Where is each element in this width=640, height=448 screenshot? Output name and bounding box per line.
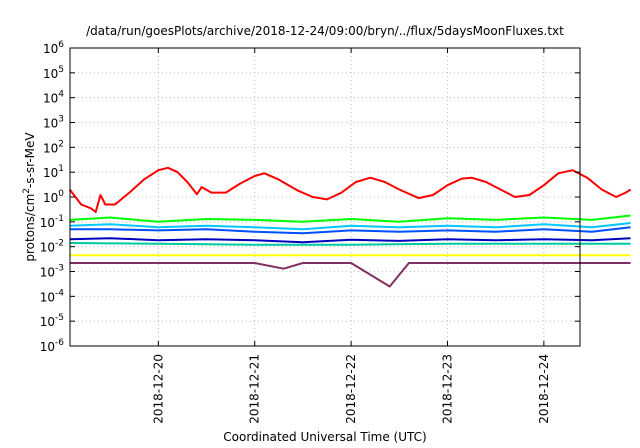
y-tick-label: 10-2 [40,239,64,255]
y-tick-label: 10-1 [40,214,64,230]
series-line-8 [69,262,631,288]
x-tick-label: 2018-12-24 [537,354,551,424]
y-tick-label: 100 [43,189,64,205]
y-tick-label: 105 [43,65,64,81]
y-tick-label: 101 [43,164,64,180]
series-line-5 [69,242,631,246]
x-tick-label: 2018-12-23 [440,354,454,424]
y-axis-label: protons/cm2-s-sr-MeV [22,132,37,262]
series-line-2 [69,214,631,223]
y-tick-label: 103 [43,115,64,131]
x-axis-ticks: 2018-12-20 2018-12-21 2018-12-22 2018-12-23… [151,48,551,424]
y-tick-label: 10-6 [40,338,65,354]
y-tick-label: 10-5 [40,313,64,329]
grid [70,48,580,346]
x-axis-label: Coordinated Universal Time (UTC) [223,430,426,444]
series-line-4 [69,226,631,235]
y-tick-label: 104 [43,90,64,106]
x-tick-label: 2018-12-22 [344,354,358,424]
series-layer [68,166,632,288]
x-tick-label: 2018-12-20 [151,354,165,424]
y-tick-label: 102 [43,139,64,155]
y-tick-label: 10-4 [40,288,65,304]
series-line-3 [69,222,631,231]
y-tick-label: 106 [43,40,64,56]
y-tick-label: 10-3 [40,264,64,280]
y-axis-ticks: 10-6 10-5 10-4 10-3 10-2 10-1 100 101 102 103 104 1… [40,40,580,354]
series-line-6 [69,237,631,244]
x-tick-label: 2018-12-21 [248,354,262,424]
series-line-1 [68,166,632,213]
chart-title: /data/run/goesPlots/archive/2018-12-24/0… [86,24,564,38]
